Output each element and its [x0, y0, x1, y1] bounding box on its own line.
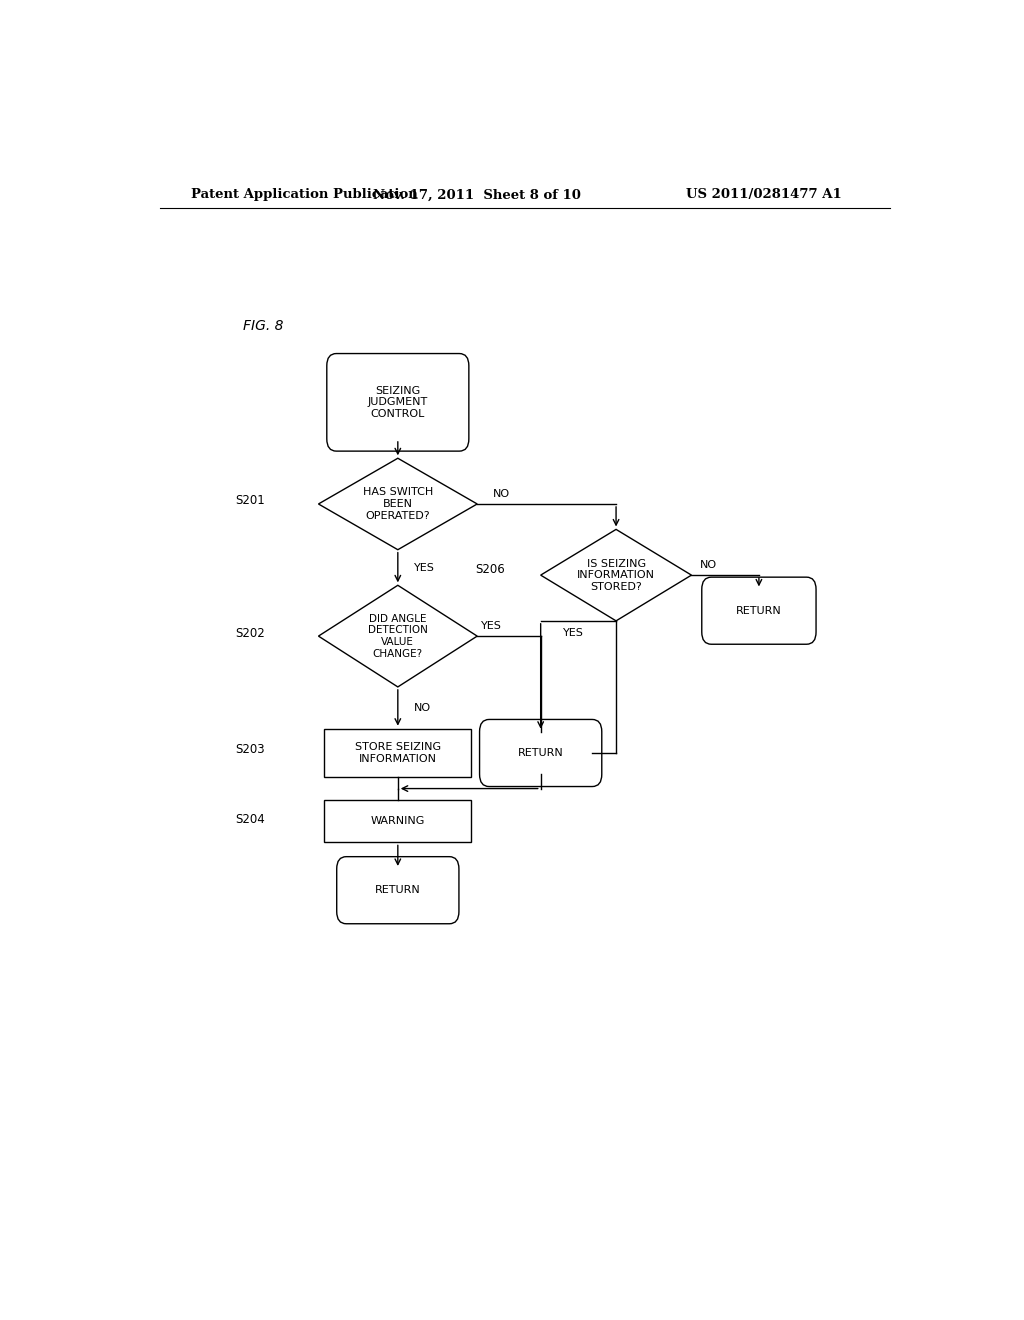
Text: WARNING: WARNING — [371, 816, 425, 826]
Text: YES: YES — [562, 628, 584, 638]
Text: YES: YES — [481, 620, 502, 631]
FancyBboxPatch shape — [337, 857, 459, 924]
Text: NO: NO — [414, 702, 431, 713]
Text: S203: S203 — [236, 743, 265, 756]
Text: STORE SEIZING
INFORMATION: STORE SEIZING INFORMATION — [354, 742, 441, 764]
Polygon shape — [541, 529, 691, 620]
Text: US 2011/0281477 A1: US 2011/0281477 A1 — [686, 189, 842, 202]
Polygon shape — [318, 585, 477, 686]
FancyBboxPatch shape — [701, 577, 816, 644]
Text: S201: S201 — [236, 495, 265, 507]
Text: SEIZING
JUDGMENT
CONTROL: SEIZING JUDGMENT CONTROL — [368, 385, 428, 418]
Polygon shape — [318, 458, 477, 549]
Text: RETURN: RETURN — [736, 606, 781, 615]
Text: HAS SWITCH
BEEN
OPERATED?: HAS SWITCH BEEN OPERATED? — [362, 487, 433, 520]
Text: S202: S202 — [236, 627, 265, 640]
Text: S204: S204 — [236, 813, 265, 825]
Text: RETURN: RETURN — [518, 748, 563, 758]
Text: Nov. 17, 2011  Sheet 8 of 10: Nov. 17, 2011 Sheet 8 of 10 — [373, 189, 582, 202]
Text: NO: NO — [494, 488, 510, 499]
FancyBboxPatch shape — [327, 354, 469, 451]
Text: FIG. 8: FIG. 8 — [243, 319, 284, 333]
Text: Patent Application Publication: Patent Application Publication — [191, 189, 418, 202]
Bar — [325, 800, 471, 842]
Text: S206: S206 — [475, 562, 506, 576]
Text: IS SEIZING
INFORMATION
STORED?: IS SEIZING INFORMATION STORED? — [578, 558, 655, 591]
Text: NO: NO — [699, 560, 717, 570]
Bar — [325, 729, 471, 777]
FancyBboxPatch shape — [479, 719, 602, 787]
Text: RETURN: RETURN — [375, 886, 421, 895]
Text: DID ANGLE
DETECTION
VALUE
CHANGE?: DID ANGLE DETECTION VALUE CHANGE? — [368, 614, 428, 659]
Text: YES: YES — [414, 562, 434, 573]
